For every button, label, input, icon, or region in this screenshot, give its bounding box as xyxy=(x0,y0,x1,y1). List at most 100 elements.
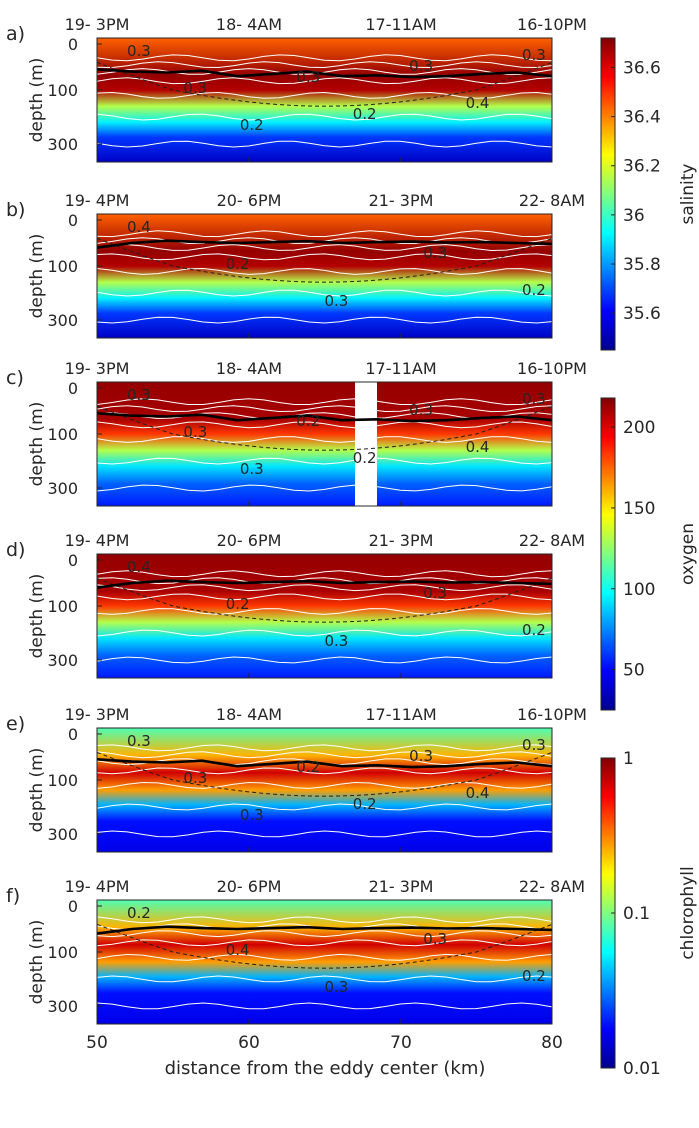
isopycnal-contour xyxy=(96,1002,553,1010)
contour-label: 0.3 xyxy=(183,769,207,787)
contour-label: 0.3 xyxy=(325,292,349,310)
time-label: 19- 3PM xyxy=(65,359,130,378)
contour-label: 0.2 xyxy=(353,449,377,467)
panel-frame xyxy=(96,381,553,507)
isopycnal-contour xyxy=(96,570,553,578)
y-tick-label: 300 xyxy=(47,997,78,1016)
contour-label: 0.4 xyxy=(466,784,490,802)
contour-label: 0.3 xyxy=(240,460,264,478)
y-axis-label: depth (m) xyxy=(27,920,47,1005)
colorbar-gradient xyxy=(600,37,616,351)
time-label: 18- 4AM xyxy=(216,705,282,724)
y-tick-label: 300 xyxy=(47,311,78,330)
time-label: 20- 6PM xyxy=(217,877,282,896)
data-gap xyxy=(355,382,377,506)
isopycnal-contour xyxy=(96,830,553,838)
isopycnal-contour xyxy=(96,316,553,324)
contour-label: 0.2 xyxy=(522,281,546,299)
time-label: 17-11AM xyxy=(365,359,436,378)
isopycnal-contour xyxy=(96,457,553,465)
y-tick-label: 100 xyxy=(47,771,78,790)
time-label: 16-10PM xyxy=(517,15,587,34)
heatmap-f xyxy=(97,900,552,1024)
isopycnal-contour xyxy=(96,405,553,413)
x-tick-label: 60 xyxy=(238,1033,260,1053)
y-tick-label: 300 xyxy=(47,651,78,670)
y-tick-label: 0 xyxy=(68,551,78,570)
panel-frame xyxy=(96,727,553,853)
y-axis-label: depth (m) xyxy=(27,58,47,143)
colorbar-salinity: 36.6 36.4 36.2 36 35.8 35.6 salinity xyxy=(600,37,698,351)
y-tick-label: 300 xyxy=(47,479,78,498)
dashed-contour xyxy=(96,577,553,623)
contour-label: 0.3 xyxy=(423,584,447,602)
heatmap-d xyxy=(97,554,552,678)
x-axis-label: distance from the eddy center (km) xyxy=(165,1058,486,1079)
dashed-contour xyxy=(96,923,553,969)
contour-label: 0.3 xyxy=(522,736,546,754)
isopycnal-contour xyxy=(96,803,553,811)
isopycnal-contour xyxy=(96,751,553,759)
time-label: 16-10PM xyxy=(517,359,587,378)
contour-label: 0.3 xyxy=(240,806,264,824)
contour-label: 0.3 xyxy=(423,244,447,262)
isopycnal-contour xyxy=(96,140,553,148)
x-tick-label: 50 xyxy=(86,1033,108,1053)
time-label: 19- 3PM xyxy=(65,705,130,724)
contour-label: 0.2 xyxy=(226,255,250,273)
isopycnal-contour xyxy=(96,781,553,789)
x-tick-label: 70 xyxy=(390,1033,412,1053)
contour-label: 0.3 xyxy=(183,423,207,441)
isopycnal-contour xyxy=(96,230,553,238)
contour-label: 0.3 xyxy=(325,978,349,996)
contour-label: 0.2 xyxy=(522,967,546,985)
time-label: 18- 4AM xyxy=(216,359,282,378)
mixed-layer-line xyxy=(96,239,553,249)
contour-label: 0.2 xyxy=(127,904,151,922)
contour-label: 0.4 xyxy=(466,94,490,112)
colorbar-label: chlorophyll xyxy=(678,866,698,959)
y-tick-label: 0 xyxy=(68,379,78,398)
isopycnal-contour xyxy=(96,939,553,947)
panel-frame xyxy=(96,553,553,679)
isopycnal-contour xyxy=(96,61,553,69)
contour-label: 0.3 xyxy=(423,930,447,948)
colorbar-label: oxygen xyxy=(678,523,698,585)
time-label: 17-11AM xyxy=(365,705,436,724)
time-label: 20- 6PM xyxy=(217,531,282,550)
panel-label: a) xyxy=(6,23,25,45)
time-label: 16-10PM xyxy=(517,705,587,724)
contour-label: 0.3 xyxy=(296,68,320,86)
colorbar-tick-label: 1 xyxy=(623,749,634,769)
dashed-contour xyxy=(96,237,553,283)
colorbar-tick-label: 35.8 xyxy=(623,255,661,275)
contour-label: 0.3 xyxy=(127,386,151,404)
contour-label: 0.4 xyxy=(127,558,151,576)
time-label: 22- 8AM xyxy=(519,531,585,550)
y-axis-label: depth (m) xyxy=(27,574,47,659)
colorbar-tick-label: 200 xyxy=(623,418,655,438)
contour-label: 0.2 xyxy=(296,758,320,776)
isopycnal-contour xyxy=(96,629,553,637)
contour-label: 0.2 xyxy=(226,595,250,613)
colorbar-tick-label: 0.1 xyxy=(623,904,650,924)
contour-label: 0.2 xyxy=(353,795,377,813)
mixed-layer-line xyxy=(96,68,553,79)
panel-a: 0.3 0.3 0.2 0.3 0.2 0.3 0.4 0.3 a) 19- 3PM 18- 4AM… xyxy=(6,15,587,163)
isopycnal-contour xyxy=(96,593,553,601)
panel-frame xyxy=(96,213,553,339)
y-axis-label: depth (m) xyxy=(27,402,47,487)
panel-d: 0.4 0.2 0.3 0.3 0.2 d) 19- 4PM 20- 6PM 21- 3PM 22… xyxy=(6,531,585,679)
time-label: 20- 6PM xyxy=(217,191,282,210)
contour-label: 0.4 xyxy=(127,218,151,236)
isopycnal-contour xyxy=(96,656,553,664)
time-label: 17-11AM xyxy=(365,15,436,34)
colorbar-tick-label: 50 xyxy=(623,661,645,681)
colorbar-tick-label: 150 xyxy=(623,499,655,519)
dashed-contour xyxy=(96,405,553,451)
contour-label: 0.2 xyxy=(240,116,264,134)
time-label: 19- 4PM xyxy=(65,531,130,550)
y-tick-label: 0 xyxy=(68,35,78,54)
panel-label: f) xyxy=(6,885,20,907)
